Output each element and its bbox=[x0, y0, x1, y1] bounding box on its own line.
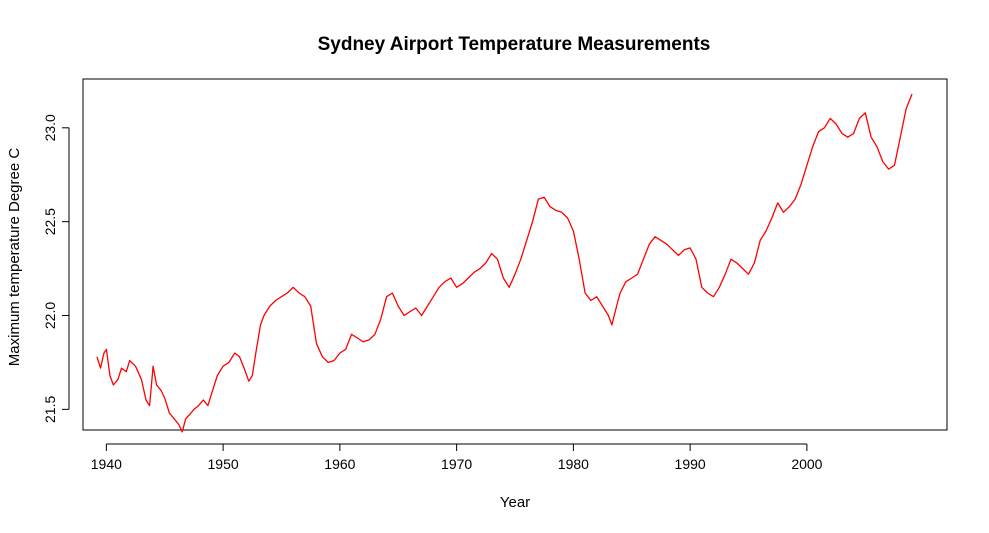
chart-title: Sydney Airport Temperature Measurements bbox=[318, 34, 711, 55]
x-axis: 1940 1950 1960 1970 1980 1990 2000 bbox=[91, 443, 823, 472]
y-tick-label: 22.5 bbox=[42, 208, 58, 235]
x-tick-label: 1990 bbox=[675, 456, 706, 472]
y-tick-label: 23.0 bbox=[42, 114, 58, 141]
x-tick-label: 2000 bbox=[791, 456, 822, 472]
y-tick-label: 21.5 bbox=[42, 396, 58, 423]
x-axis-label: Year bbox=[500, 494, 530, 511]
series-line bbox=[96, 93, 913, 433]
x-tick-label: 1940 bbox=[91, 456, 122, 472]
x-tick-label: 1980 bbox=[558, 456, 589, 472]
x-tick-label: 1960 bbox=[324, 456, 355, 472]
y-axis: 21.5 22.0 22.5 23.0 bbox=[42, 114, 70, 423]
plot-frame bbox=[82, 78, 948, 431]
y-axis-label: Maximum temperature Degree C bbox=[6, 148, 23, 367]
series-layer bbox=[96, 93, 913, 433]
y-tick-label: 22.0 bbox=[42, 302, 58, 329]
x-tick-label: 1970 bbox=[441, 456, 472, 472]
x-tick-label: 1950 bbox=[208, 456, 239, 472]
